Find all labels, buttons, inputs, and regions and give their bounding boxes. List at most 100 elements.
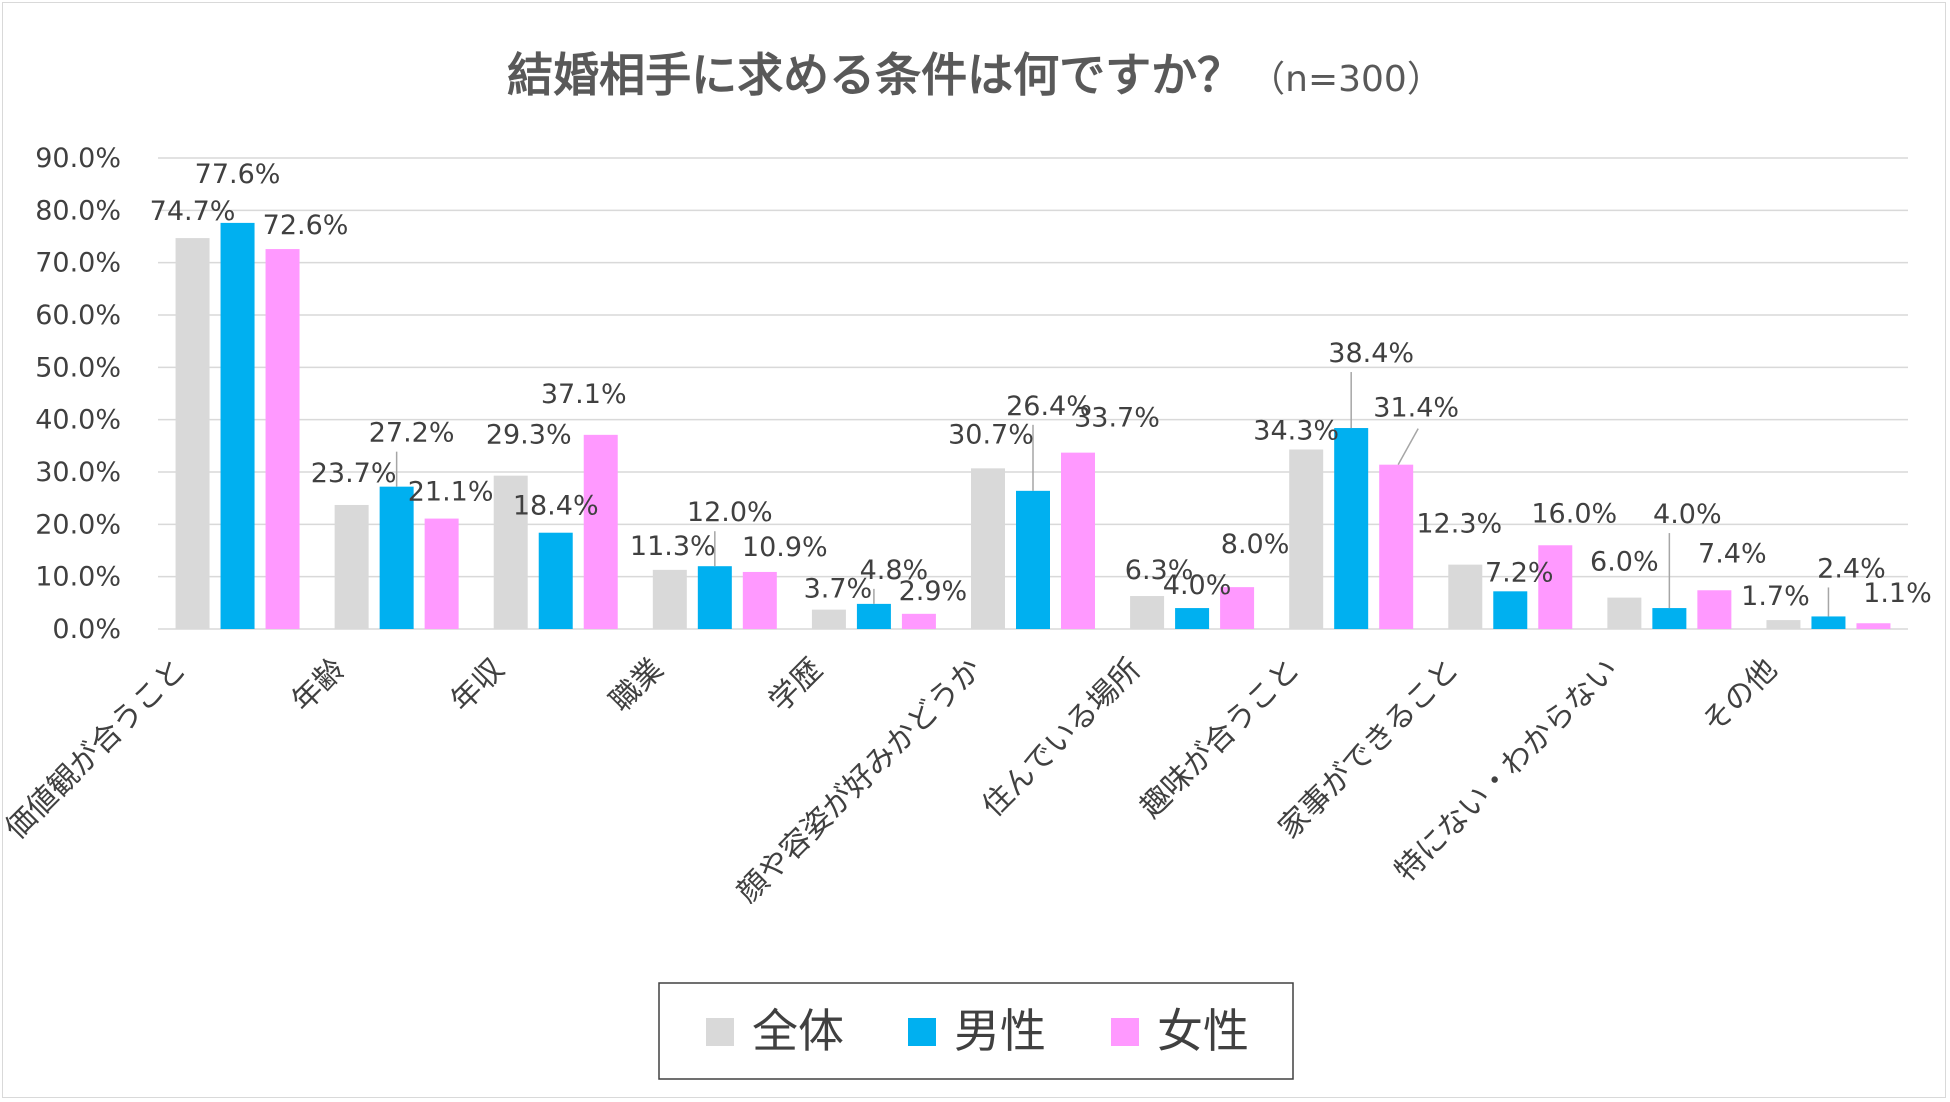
data-label: 1.7% xyxy=(1741,581,1810,612)
data-label: 34.3% xyxy=(1253,415,1339,446)
data-label: 30.7% xyxy=(948,419,1034,450)
bar-female xyxy=(742,571,777,629)
data-label: 8.0% xyxy=(1221,529,1290,560)
bar-female xyxy=(901,613,936,629)
category-label: 年収 xyxy=(444,652,511,719)
data-label: 77.6% xyxy=(195,159,281,190)
bar-male xyxy=(538,532,573,629)
legend-swatch-female xyxy=(1111,1018,1139,1046)
legend-box xyxy=(658,982,1294,1080)
data-label: 21.1% xyxy=(408,477,494,508)
category-labels: 価値観が合うこと 年齢 年収 職業 学歴顔や容姿が好みかどうか住んでいる場所趣味が合うこ… xyxy=(3,652,1784,910)
legend-label-all: 全体 xyxy=(752,1004,844,1058)
chart-title-sample-size: （n=300） xyxy=(1249,59,1443,100)
chart-title: 結婚相手に求める条件は何ですか？ （n=300） xyxy=(507,48,1443,102)
y-tick-label: 50.0% xyxy=(35,352,121,383)
bar-male xyxy=(1016,490,1050,629)
legend: 全体 男性 女性 xyxy=(658,982,1294,1080)
data-label: 38.4% xyxy=(1328,338,1414,369)
bar-female xyxy=(265,249,300,629)
bar-all xyxy=(493,475,528,629)
data-label: 12.3% xyxy=(1416,509,1502,540)
bar-all xyxy=(811,609,846,629)
bar-male xyxy=(379,486,414,629)
bar-female xyxy=(1379,464,1414,629)
data-label: 1.1% xyxy=(1863,578,1932,609)
bar-female xyxy=(1538,545,1573,629)
legend-swatch-male xyxy=(908,1018,936,1046)
y-tick-label: 90.0% xyxy=(35,143,121,174)
leader-line xyxy=(1397,428,1419,466)
data-label: 27.2% xyxy=(369,418,455,449)
data-labels: 74.7% 77.6% 72.6% 23.7% 27.2% 21.1% 29.3% 18.4%… xyxy=(150,159,1932,612)
y-tick-label: 30.0% xyxy=(35,457,121,488)
data-label: 72.6% xyxy=(263,210,349,241)
y-tick-label: 40.0% xyxy=(35,405,121,436)
data-label: 11.3% xyxy=(630,531,716,562)
bar-all xyxy=(334,504,369,629)
data-label: 29.3% xyxy=(486,420,572,451)
y-tick-label: 10.0% xyxy=(35,562,121,593)
bar-male xyxy=(1811,616,1846,629)
bar-male xyxy=(220,222,255,630)
y-axis-ticks: 0.0% 10.0% 20.0% 30.0% 40.0% 50.0% 60.0% 70.0% 8… xyxy=(35,143,121,645)
bar-all xyxy=(1766,620,1801,629)
leader-lines xyxy=(395,372,1830,617)
category-label: 価値観が合うこと xyxy=(3,652,193,846)
bar-all xyxy=(1607,597,1642,629)
legend-swatch-all xyxy=(706,1018,734,1046)
bar-female xyxy=(1220,587,1255,629)
data-label: 26.4% xyxy=(1006,391,1092,422)
bar-all xyxy=(971,468,1005,629)
bar-all xyxy=(1448,564,1483,629)
bar-all xyxy=(1130,596,1165,629)
data-label: 37.1% xyxy=(541,379,627,410)
bar-male xyxy=(697,566,732,629)
category-label: 住んでいる場所 xyxy=(976,652,1148,824)
data-label: 4.0% xyxy=(1653,499,1722,530)
data-label: 18.4% xyxy=(513,491,599,522)
bar-female xyxy=(424,518,459,629)
data-label: 10.9% xyxy=(742,532,828,563)
bar-all xyxy=(1289,449,1324,629)
data-label: 6.0% xyxy=(1590,547,1659,578)
data-label: 4.0% xyxy=(1163,570,1232,601)
chart-title-main: 結婚相手に求める条件は何ですか？ xyxy=(507,48,1243,102)
bar-male xyxy=(1493,591,1528,629)
data-label: 16.0% xyxy=(1531,498,1617,529)
data-label: 2.4% xyxy=(1817,553,1886,584)
bar-female xyxy=(1061,452,1095,629)
data-label: 7.4% xyxy=(1698,538,1767,569)
y-tick-label: 60.0% xyxy=(35,300,121,331)
bars xyxy=(175,222,1891,630)
data-label: 6.3% xyxy=(1125,555,1194,586)
data-label: 4.8% xyxy=(860,555,929,586)
bar-male xyxy=(856,603,891,629)
legend-label-female: 女性 xyxy=(1157,1004,1249,1058)
bar-female xyxy=(1856,623,1891,629)
data-label: 3.7% xyxy=(804,574,873,605)
y-tick-label: 70.0% xyxy=(35,248,121,279)
bar-male xyxy=(1175,608,1210,629)
category-label: その他 xyxy=(1696,652,1784,740)
data-label: 23.7% xyxy=(311,458,397,489)
bar-all xyxy=(175,238,210,629)
data-label: 2.9% xyxy=(899,576,968,607)
bar-male xyxy=(1652,608,1687,629)
data-label: 33.7% xyxy=(1074,403,1160,434)
data-label: 12.0% xyxy=(687,497,773,528)
data-label: 31.4% xyxy=(1373,393,1459,424)
y-tick-label: 20.0% xyxy=(35,509,121,540)
category-label: 年齢 xyxy=(285,652,352,719)
data-label: 74.7% xyxy=(150,196,236,227)
bar-male xyxy=(1334,428,1369,629)
category-label: 学歴 xyxy=(762,652,829,719)
chart-svg: 結婚相手に求める条件は何ですか？ （n=300） 0.0% 10.0% 20.0% 30… xyxy=(3,48,1932,1080)
y-tick-label: 0.0% xyxy=(52,614,121,645)
bar-all xyxy=(652,569,687,629)
data-label: 7.2% xyxy=(1485,557,1554,588)
legend-label-male: 男性 xyxy=(954,1004,1046,1058)
category-label: 趣味が合うこと xyxy=(1134,652,1307,825)
bar-female xyxy=(583,434,618,629)
